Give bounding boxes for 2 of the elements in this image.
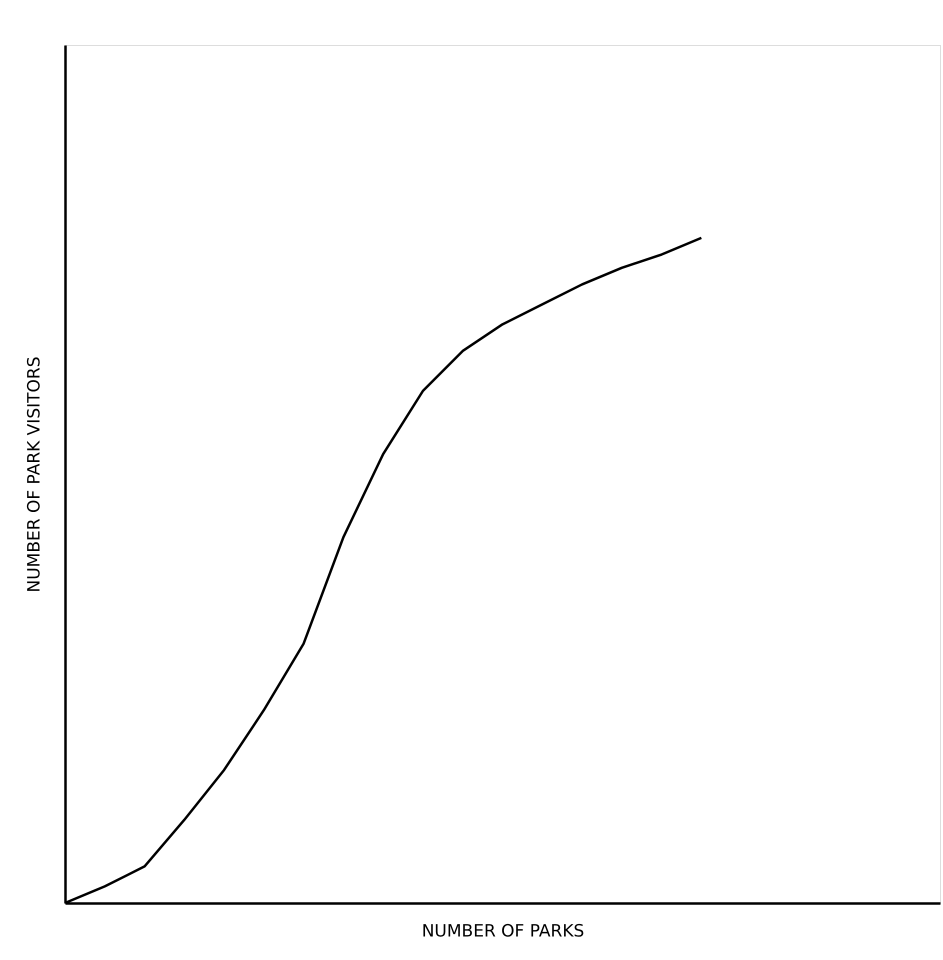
- x-axis-title: NUMBER OF PARKS: [422, 922, 584, 942]
- y-axis-title: NUMBER OF PARK VISITORS: [24, 356, 44, 592]
